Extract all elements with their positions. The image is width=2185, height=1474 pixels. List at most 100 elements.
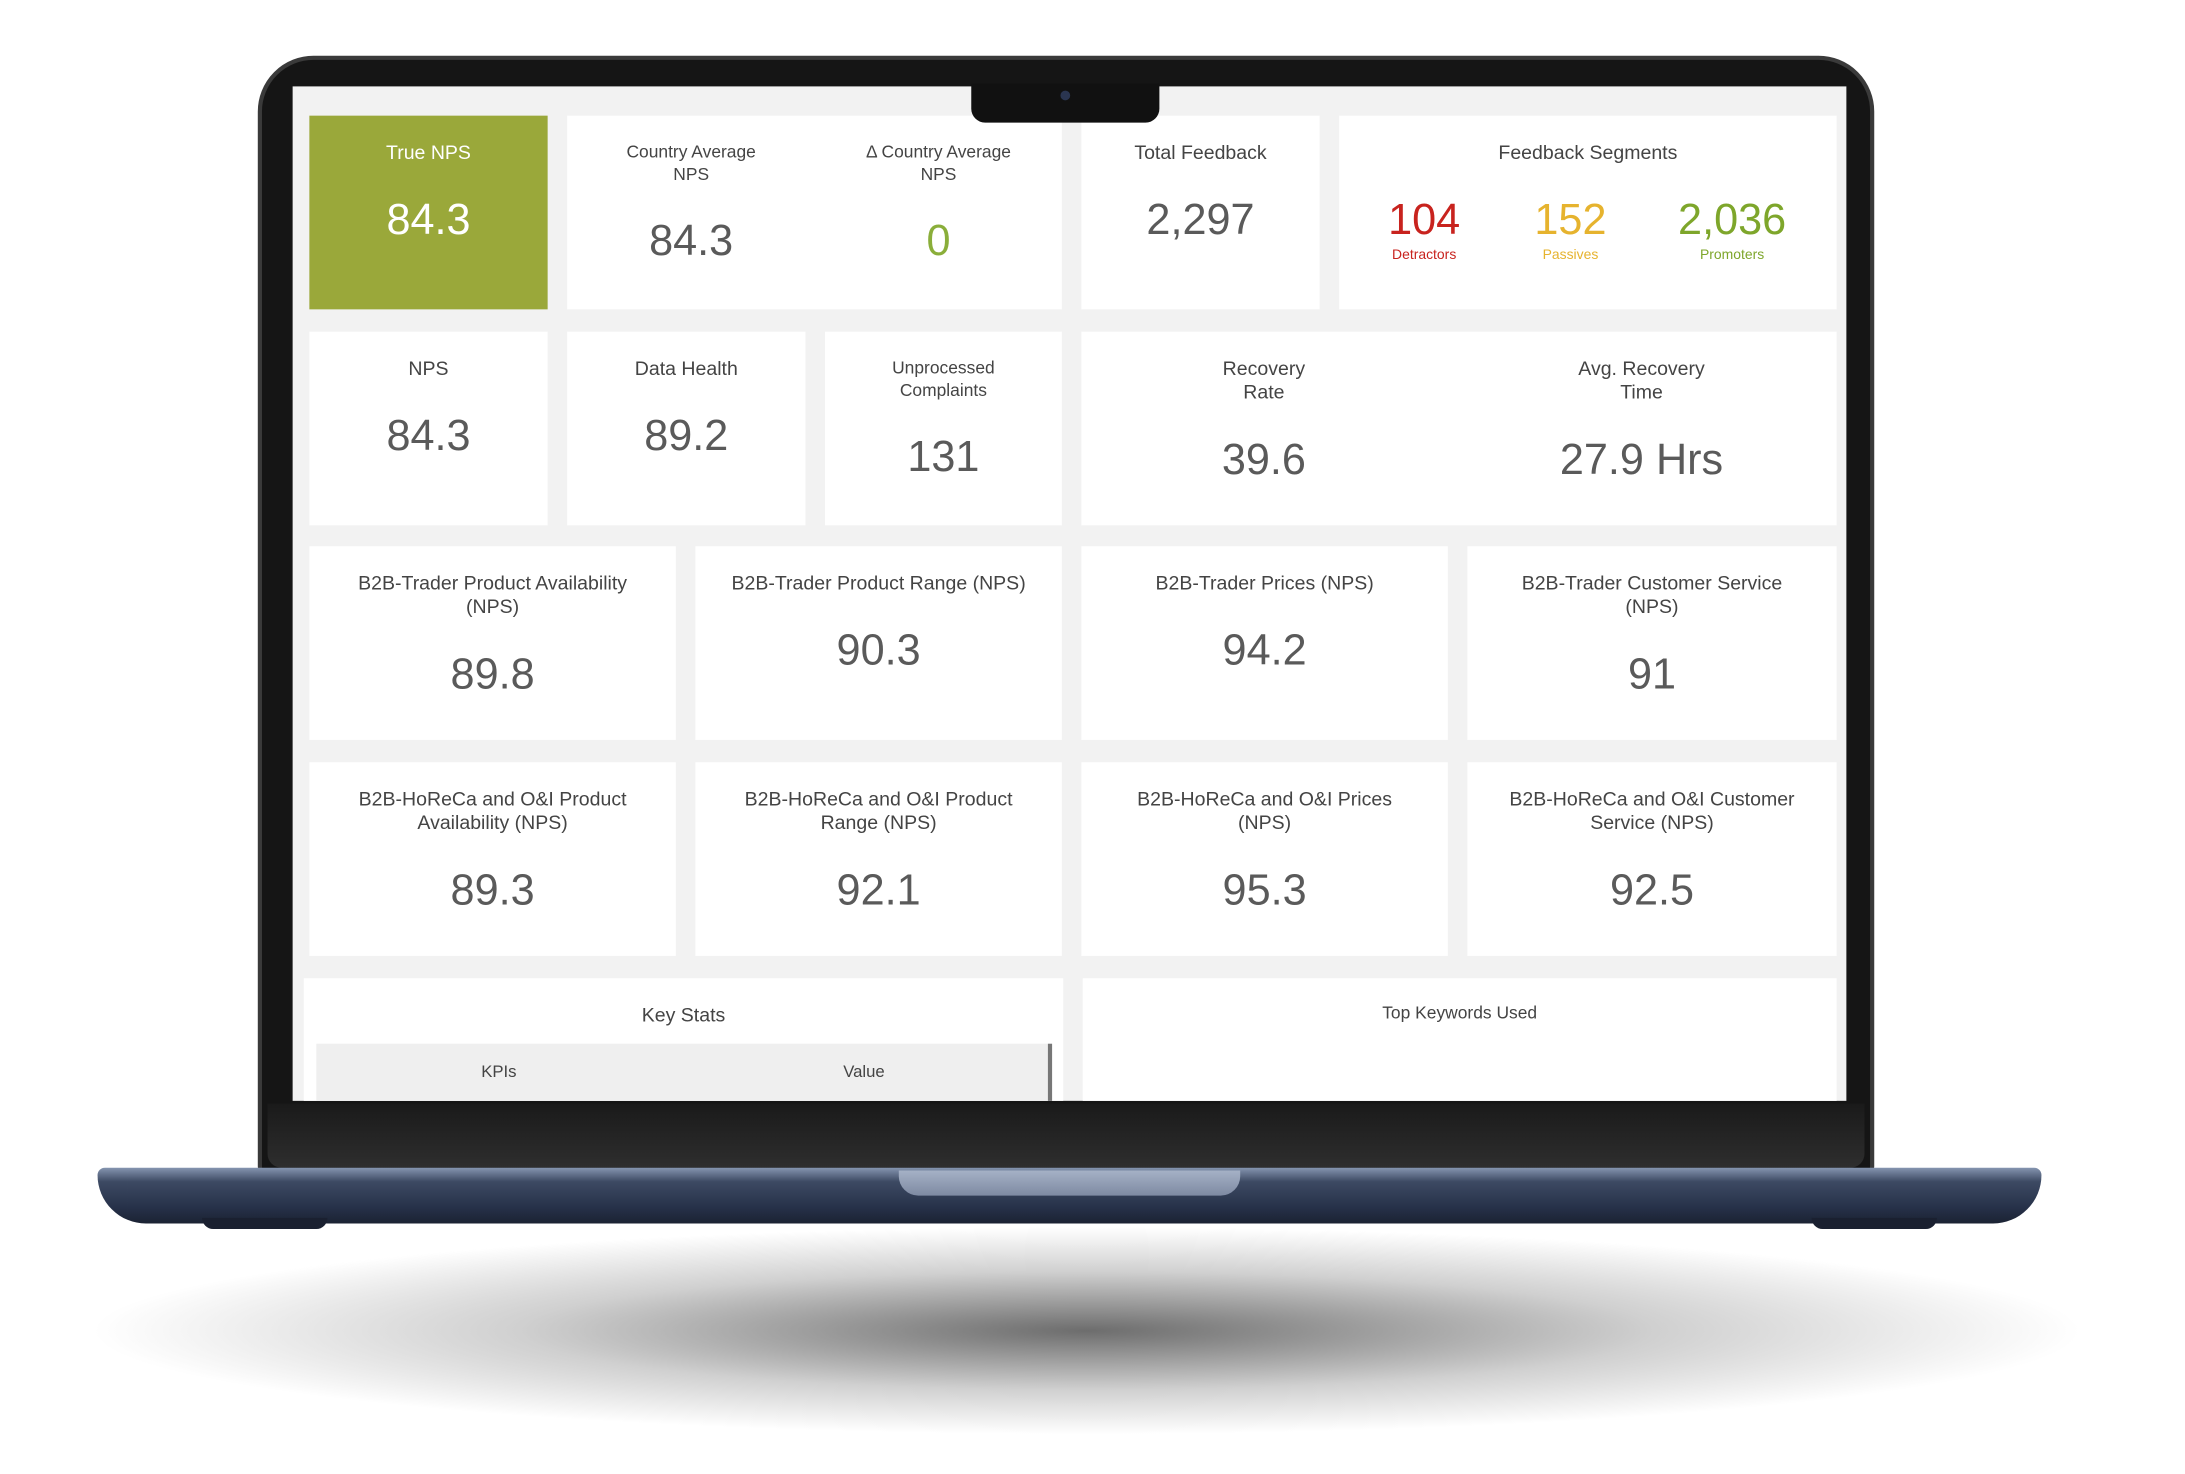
kpi: B2B-HoReCa and O&I Prices (NPS) 95.3 [1081,762,1447,956]
kpi-title: Country Average [626,142,756,162]
kpi-title: (NPS) [1238,811,1292,834]
kpi: Country Average NPS 84.3 [567,116,815,310]
kpi-value: 92.5 [1609,865,1695,915]
kpi-title: Range (NPS) [820,811,937,834]
column-header: Value [843,1061,885,1082]
kpi: B2B-Trader Prices (NPS) 94.2 [1081,546,1447,740]
kpi-card: B2B-Trader Prices (NPS) 94.2 [1081,546,1448,740]
kpi-title: Recovery [1222,356,1306,380]
kpi-card: Country Average NPS 84.3 Δ Country Average N… [567,115,1062,310]
kpi-value: 84.3 [386,195,471,244]
segment: 152 Passives [1487,192,1654,264]
kpi-value: 39.6 [1221,434,1306,484]
kpi-title: True NPS [386,140,471,164]
kpi-title: (NPS) [466,595,520,618]
keywords-card: Top Keywords Used [1082,978,1837,1101]
key-stats-card: Key Stats KPIs Value [303,978,1064,1101]
kpi-value: 92.1 [836,865,921,915]
kpi-card: B2B-Trader Product Availability (NPS) 89.8 [309,546,676,740]
kpi: Total Feedback 2,297 [1081,116,1319,310]
table-header: KPIs Value [316,1043,1053,1101]
kpi-value: 89.2 [644,411,729,460]
kpi-value: 84.3 [386,411,471,460]
kpi: B2B-HoReCa and O&I Product Availability (… [309,762,675,956]
kpi-title: Avg. Recovery [1578,356,1705,380]
kpi: Unprocessed Complaints 131 [825,332,1062,526]
keywords-title: Top Keywords Used [1382,1003,1538,1023]
kpi: Avg. Recovery Time 27.9 Hrs [1446,332,1836,526]
laptop-foot [202,1217,328,1230]
kpi-value: 0 [926,215,951,265]
kpi-title: Total Feedback [1134,140,1267,164]
camera-notch [971,83,1160,123]
kpi-title: B2B-Trader Product Availability [358,571,628,594]
kpi-title: B2B-Trader Customer Service [1521,571,1783,594]
kpi: Data Health 89.2 [567,332,805,526]
kpi: B2B-HoReCa and O&I Customer Service (NPS)… [1467,762,1836,956]
kpi-value: 95.3 [1222,865,1307,915]
kpi-title: Unprocessed [892,358,995,378]
kpi-title: B2B-HoReCa and O&I Product [744,787,1013,810]
kpi-title: (NPS) [1625,595,1679,618]
kpi-value: 89.3 [450,865,535,915]
kpi-title: B2B-HoReCa and O&I Product [358,787,627,810]
segment-label: Promoters [1699,248,1765,264]
kpi-card: B2B-Trader Product Range (NPS) 90.3 [695,546,1062,740]
laptop-foot [1811,1217,1937,1230]
segment-value: 104 [1388,195,1461,244]
kpi-value: 27.9 Hrs [1559,434,1724,484]
kpi-title: Availability (NPS) [417,811,568,834]
laptop-base-notch [898,1170,1241,1196]
kpi-title: B2B-HoReCa and O&I Prices [1137,787,1392,810]
kpi: Recovery Rate 39.6 [1081,332,1446,526]
kpi: B2B-HoReCa and O&I Product Range (NPS) 92.… [695,762,1061,956]
kpi-card: Data Health 89.2 [567,331,806,526]
shadow [83,1226,2091,1436]
key-stats-title: Key Stats [641,1003,726,1026]
dashboard-screen: True NPS 84.3 Country Average NPS 84.3 Δ Coun… [292,86,1847,1101]
kpi-title: NPS [673,164,710,184]
kpi-card: B2B-HoReCa and O&I Customer Service (NPS)… [1467,762,1837,956]
kpi-title: Complaints [899,380,987,400]
kpi-card: NPS 84.3 [309,331,548,526]
kpi-value: 94.2 [1222,625,1307,675]
kpi-title: NPS [920,164,957,184]
kpi-value: 91 [1627,649,1676,699]
kpi-card: B2B-HoReCa and O&I Product Availability (… [309,762,676,956]
kpi-title: Time [1620,380,1663,403]
segments-title: Feedback Segments [1498,140,1678,164]
segment-label: Detractors [1392,248,1457,264]
kpi-value: 2,297 [1146,195,1255,244]
kpi: True NPS 84.3 [309,116,547,310]
kpi-card: True NPS 84.3 [309,115,548,310]
kpi: B2B-Trader Product Range (NPS) 90.3 [695,546,1061,740]
segment: 104 Detractors [1341,192,1508,264]
kpi-value: 131 [907,431,980,481]
kpi-value: 89.8 [450,649,535,699]
segments-card: Feedback Segments 104 Detractors 152 Passive… [1339,115,1837,310]
kpi-title: Data Health [634,356,738,380]
kpi: B2B-Trader Product Availability (NPS) 89.8 [309,546,675,740]
kpi-title: NPS [408,356,449,380]
kpi-title: Service (NPS) [1590,811,1714,834]
kpi-card: Total Feedback 2,297 [1081,115,1320,310]
kpi-card: B2B-Trader Customer Service (NPS) 91 [1467,546,1837,740]
kpi-value: 90.3 [836,625,921,675]
laptop-chin [267,1103,1865,1168]
segment-value: 2,036 [1678,195,1787,244]
kpi-card: Recovery Rate 39.6 Avg. Recovery Time 27.9 Hr… [1081,331,1837,526]
kpi-title: B2B-HoReCa and O&I Customer [1509,787,1795,810]
segment: 2,036 Promoters [1648,192,1815,264]
kpi-value: 84.3 [649,215,734,265]
camera [1060,90,1071,101]
kpi-card: B2B-HoReCa and O&I Prices (NPS) 95.3 [1081,762,1448,956]
kpi: B2B-Trader Customer Service (NPS) 91 [1467,546,1836,740]
kpi-card: B2B-HoReCa and O&I Product Range (NPS) 92.… [695,762,1062,956]
kpi-card: Unprocessed Complaints 131 [824,331,1062,526]
kpi-title: B2B-Trader Product Range (NPS) [731,571,1026,594]
kpi-title: B2B-Trader Prices (NPS) [1155,571,1374,594]
kpi-title: Rate [1243,380,1285,403]
kpi: NPS 84.3 [309,332,547,526]
